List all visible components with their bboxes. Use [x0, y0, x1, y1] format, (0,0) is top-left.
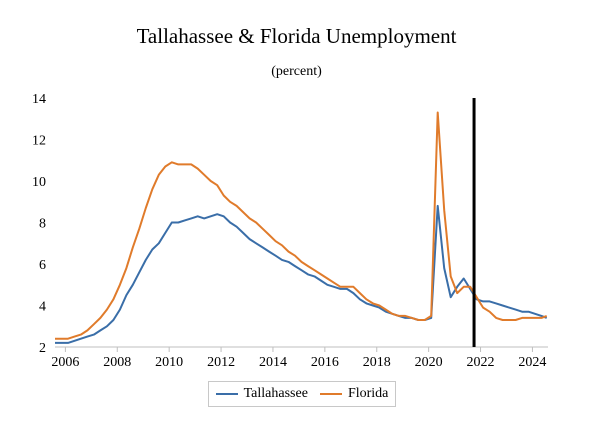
series-line-tallahassee	[55, 204, 548, 344]
x-tick-label: 2018	[363, 355, 391, 370]
x-tick-label: 2006	[51, 355, 79, 370]
legend-item-florida: Florida	[319, 386, 389, 402]
legend-label-tallahassee: Tallahassee	[243, 386, 308, 401]
x-tick-label: 2020	[415, 355, 443, 370]
chart-title: Tallahassee & Florida Unemployment	[136, 24, 457, 48]
x-tick-label: 2014	[259, 355, 287, 370]
y-tick-label: 14	[32, 92, 46, 107]
x-tick-label: 2016	[311, 355, 339, 370]
y-tick-label: 12	[32, 134, 46, 149]
x-tick-label: 2022	[467, 355, 495, 370]
x-tick-label: 2010	[155, 355, 183, 370]
y-tick-label: 2	[39, 341, 46, 356]
y-tick-label: 10	[32, 175, 46, 190]
chart-subtitle: (percent)	[271, 64, 322, 79]
y-tick-label: 4	[39, 300, 46, 315]
chart-legend: Tallahassee Florida	[208, 381, 396, 407]
legend-label-florida: Florida	[347, 386, 389, 401]
x-tick-label: 2008	[103, 355, 131, 370]
legend-item-tallahassee: Tallahassee	[215, 386, 308, 402]
x-tick-label: 2024	[518, 355, 546, 370]
legend-swatch-florida	[319, 393, 342, 395]
series-line-florida	[55, 111, 548, 340]
y-tick-label: 8	[39, 217, 46, 232]
legend-swatch-tallahassee	[215, 393, 238, 395]
y-tick-label: 6	[39, 258, 46, 273]
x-tick-label: 2012	[207, 355, 235, 370]
